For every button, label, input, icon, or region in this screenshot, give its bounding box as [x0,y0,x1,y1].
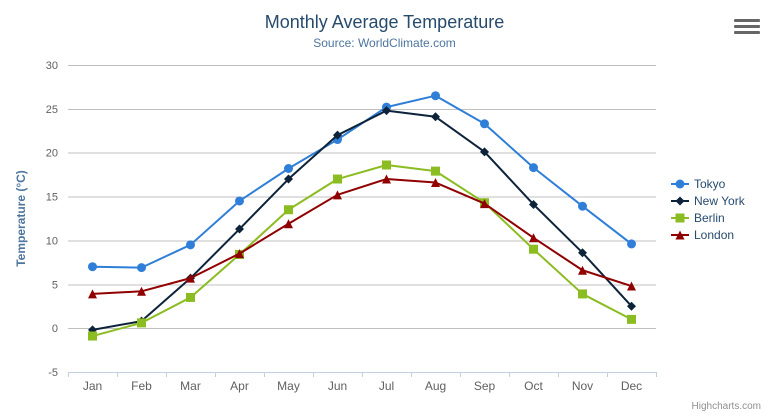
data-point-marker[interactable] [480,147,489,157]
data-point-marker[interactable] [284,219,293,229]
legend-item-tokyo[interactable]: Tokyo [671,177,745,191]
x-axis-category-label: Nov [572,379,593,393]
data-point-marker[interactable] [284,174,293,184]
legend-item-new-york[interactable]: New York [671,194,745,208]
x-axis-category-label: Feb [131,379,152,393]
data-point-marker[interactable] [578,248,587,258]
hamburger-icon [734,31,760,34]
data-point-marker[interactable] [186,240,195,250]
hamburger-icon [734,19,760,22]
data-point-marker[interactable] [235,249,244,259]
x-axis-category-label: Jun [328,379,347,393]
x-axis-category-label: Sep [474,379,496,393]
data-point-marker[interactable] [627,314,636,324]
y-axis-tick-label: 30 [46,60,58,72]
series-line-berlin[interactable] [91,163,633,338]
data-point-marker[interactable] [137,286,146,296]
legend-item-label: Tokyo [694,177,726,191]
diamond-series-marker-icon [671,196,689,206]
hamburger-icon [734,25,760,28]
data-point-marker[interactable] [333,190,342,200]
data-point-marker[interactable] [529,233,538,243]
series-line-new-york[interactable] [91,109,633,331]
y-axis-title: Temperature (°C) [14,170,28,267]
data-point-marker[interactable] [431,91,440,101]
circle-series-marker-icon [671,179,689,189]
data-point-marker[interactable] [431,112,440,122]
legend-item-label: Berlin [694,211,725,225]
data-point-marker[interactable] [333,174,342,184]
x-axis-category-label: Jan [83,379,102,393]
chart-title: Monthly Average Temperature [264,12,505,32]
data-point-marker[interactable] [578,289,587,299]
x-axis-category-label: Aug [425,379,446,393]
y-axis-tick-label: 0 [52,323,58,335]
data-point-marker[interactable] [137,263,146,273]
data-point-marker[interactable] [186,292,195,302]
data-point-marker[interactable] [480,119,489,129]
data-point-marker[interactable] [578,265,587,275]
legend-item-label: New York [694,194,745,208]
y-axis-tick-label: 10 [46,235,58,247]
data-point-marker[interactable] [382,160,391,170]
data-point-marker[interactable] [88,262,97,272]
series-line-london[interactable] [91,178,633,295]
data-point-marker[interactable] [480,199,489,209]
x-axis-category-label: Mar [180,379,201,393]
square-series-marker-icon [671,213,689,223]
data-point-marker[interactable] [431,166,440,176]
x-axis-category-label: Oct [524,379,543,393]
data-point-marker[interactable] [382,174,391,184]
data-point-marker[interactable] [284,205,293,215]
data-point-marker[interactable] [284,164,293,174]
data-point-marker[interactable] [186,273,195,283]
data-point-marker[interactable] [529,199,538,209]
y-axis-tick-label: 25 [46,104,58,116]
data-point-marker[interactable] [675,230,685,240]
data-point-marker[interactable] [88,289,97,299]
y-axis-tick-label: 15 [46,192,58,204]
x-axis-category-label: May [277,379,300,393]
y-axis-tick-label: -5 [48,367,58,379]
y-axis-tick-label: 20 [46,148,58,160]
data-point-marker[interactable] [382,106,391,116]
data-point-marker[interactable] [235,196,244,206]
data-point-marker[interactable] [675,179,685,189]
credits-link[interactable]: Highcharts.com [691,401,761,412]
series-line-tokyo[interactable] [91,94,633,269]
triangle-series-marker-icon [671,230,689,240]
legend-item-label: London [694,228,735,242]
legend: Tokyo New York Berlin London [671,177,745,242]
export-menu-button[interactable] [734,19,760,37]
x-axis-category-label: Dec [621,379,642,393]
legend-item-berlin[interactable]: Berlin [671,211,745,225]
data-point-marker[interactable] [235,224,244,234]
chart-subtitle: Source: WorldClimate.com [313,36,456,50]
data-point-marker[interactable] [627,239,636,249]
data-point-marker[interactable] [675,196,685,206]
y-axis-tick-label: 5 [52,279,58,291]
data-point-marker[interactable] [529,244,538,254]
data-point-marker[interactable] [137,318,146,328]
x-axis-category-label: Apr [230,379,249,393]
data-point-marker[interactable] [627,301,636,311]
data-point-marker[interactable] [88,331,97,341]
data-point-marker[interactable] [333,130,342,140]
legend-item-london[interactable]: London [671,228,745,242]
data-point-marker[interactable] [675,213,685,223]
x-axis-category-label: Jul [379,379,394,393]
data-point-marker[interactable] [431,178,440,188]
data-point-marker[interactable] [627,281,636,291]
data-point-marker[interactable] [578,201,587,211]
data-point-marker[interactable] [529,163,538,173]
